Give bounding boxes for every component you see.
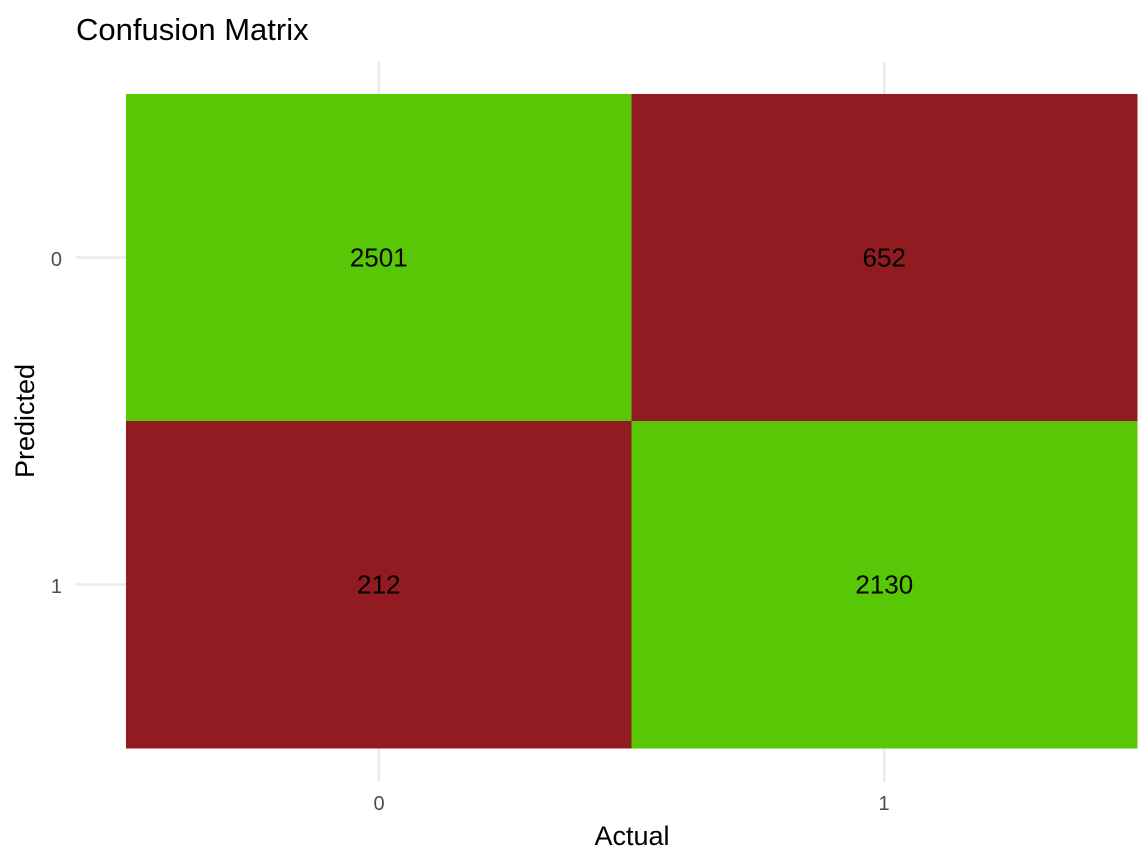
- x-axis-title: Actual: [594, 821, 669, 851]
- cell-value-label-0-0: 2501: [350, 243, 408, 273]
- cell-actual-1-predicted-0: [631, 94, 1138, 422]
- cell-actual-0-predicted-0: [126, 94, 632, 422]
- cell-value-label-0-1: 212: [357, 570, 400, 600]
- y-tick-label-1: 1: [51, 576, 62, 598]
- cell-actual-0-predicted-1: [126, 421, 632, 749]
- cell-actual-1-predicted-1: [631, 421, 1138, 749]
- y-tick-label-0: 0: [51, 249, 62, 271]
- matrix-cells: [126, 94, 1138, 749]
- chart-title: Confusion Matrix: [76, 12, 309, 47]
- cell-value-label-1-0: 652: [863, 243, 906, 273]
- cell-labels: 2501 652 212 2130: [350, 243, 913, 600]
- cell-value-label-1-1: 2130: [855, 570, 913, 600]
- y-axis-title: Predicted: [10, 364, 40, 478]
- x-tick-label-1: 1: [878, 793, 889, 815]
- x-tick-label-0: 0: [373, 793, 384, 815]
